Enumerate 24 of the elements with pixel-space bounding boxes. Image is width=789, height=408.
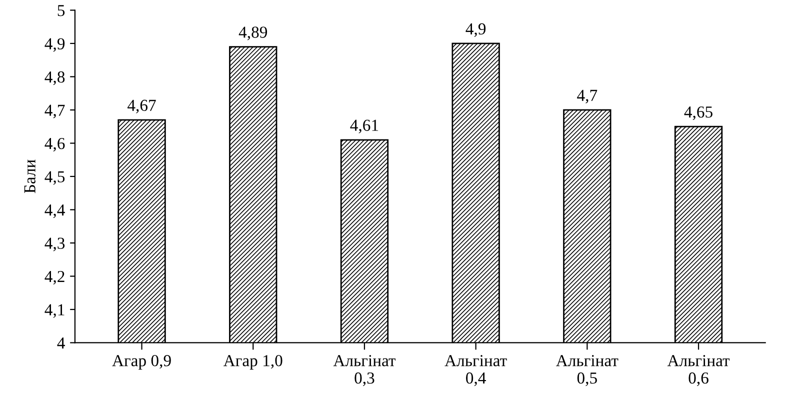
data-label: 4,61 [350,120,378,134]
y-tick-label: 4,5 [44,171,65,185]
y-tick-label: 4,7 [44,104,65,118]
y-tick-label: 4,4 [44,204,65,218]
data-label: 4,65 [684,106,712,120]
x-tick-label: Альгінат 0,6 [667,355,730,386]
data-label: 4,67 [128,100,156,114]
y-tick-label: 4,1 [44,304,64,318]
x-tick-label: Агар 1,0 [223,355,282,370]
data-label: 4,7 [577,90,598,104]
x-tick-label: Агар 0,9 [112,355,171,370]
y-tick-label: 4,2 [44,270,64,285]
x-tick-label: Альгінат 0,4 [444,355,507,386]
y-tick-label: 4,8 [44,71,65,86]
data-label: 4,9 [466,23,486,37]
y-tick-label: 4,6 [44,138,65,152]
y-tick-label: 5 [58,5,65,16]
y-tick-label: 4 [57,338,65,349]
x-tick-label: Альгінат 0,3 [333,355,396,386]
y-axis-title: Бали [24,160,36,194]
y-tick-label: 4,9 [44,38,65,52]
y-tick-label: 4,3 [44,238,65,252]
data-label: 4,89 [238,26,268,40]
x-tick-label: Альгінат 0,5 [556,355,618,386]
